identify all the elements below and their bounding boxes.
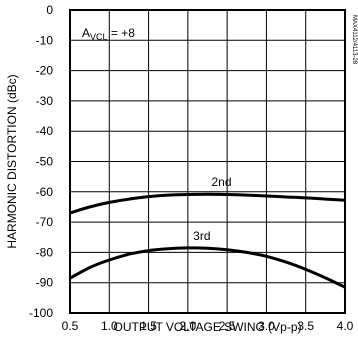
series-line-2nd xyxy=(69,192,346,215)
x-tick-label: 1.0 xyxy=(101,319,118,333)
series-lines xyxy=(69,192,346,289)
y-tick-label: -30 xyxy=(36,94,54,108)
y-tick-label: -90 xyxy=(36,276,54,290)
y-tick-label: -20 xyxy=(36,64,54,78)
y-tick-label: -60 xyxy=(36,185,54,199)
series-label-2nd: 2nd xyxy=(211,175,231,189)
series-labels: 2nd 3rd xyxy=(193,175,231,243)
x-tick-label: 3.0 xyxy=(258,319,275,333)
x-tick-label: 2.0 xyxy=(180,319,197,333)
x-tick-label: 2.5 xyxy=(219,319,236,333)
y-tick-label: -10 xyxy=(36,33,54,47)
gain-condition-label: AVCL = +8 xyxy=(82,26,135,42)
y-tick-label: -80 xyxy=(36,245,54,259)
x-tick-label: 0.5 xyxy=(62,319,79,333)
plot-frame xyxy=(69,9,346,314)
x-axis-label: OUTPUT VOLTAGE SWING (Vp-p) xyxy=(113,320,301,334)
x-tick-label: 4.0 xyxy=(337,319,354,333)
y-tick-label: -50 xyxy=(36,155,54,169)
y-tick-labels: 0 -10 -20 -30 -40 -50 -60 -70 -80 -90 -100 xyxy=(29,3,53,320)
y-tick-label: -70 xyxy=(36,215,54,229)
series-line-3rd xyxy=(69,246,346,289)
gain-condition-subscript: VCL xyxy=(90,32,108,42)
figure-code-label: MAX4112/4113-28 xyxy=(351,15,357,65)
gain-condition-prefix: A xyxy=(82,26,90,40)
x-tick-label: 3.5 xyxy=(297,319,314,333)
series-label-3rd: 3rd xyxy=(193,229,210,243)
y-axis-label: HARMONIC DISTORTION (dBc) xyxy=(5,74,19,248)
x-tick-label: 1.5 xyxy=(140,319,157,333)
y-tick-label: -40 xyxy=(36,124,54,138)
y-tick-label: 0 xyxy=(46,3,53,17)
y-tick-label: -100 xyxy=(29,306,53,320)
x-tick-labels: 0.5 1.0 1.5 2.0 2.5 3.0 3.5 4.0 xyxy=(62,319,354,333)
gain-condition-suffix: = +8 xyxy=(108,26,136,40)
